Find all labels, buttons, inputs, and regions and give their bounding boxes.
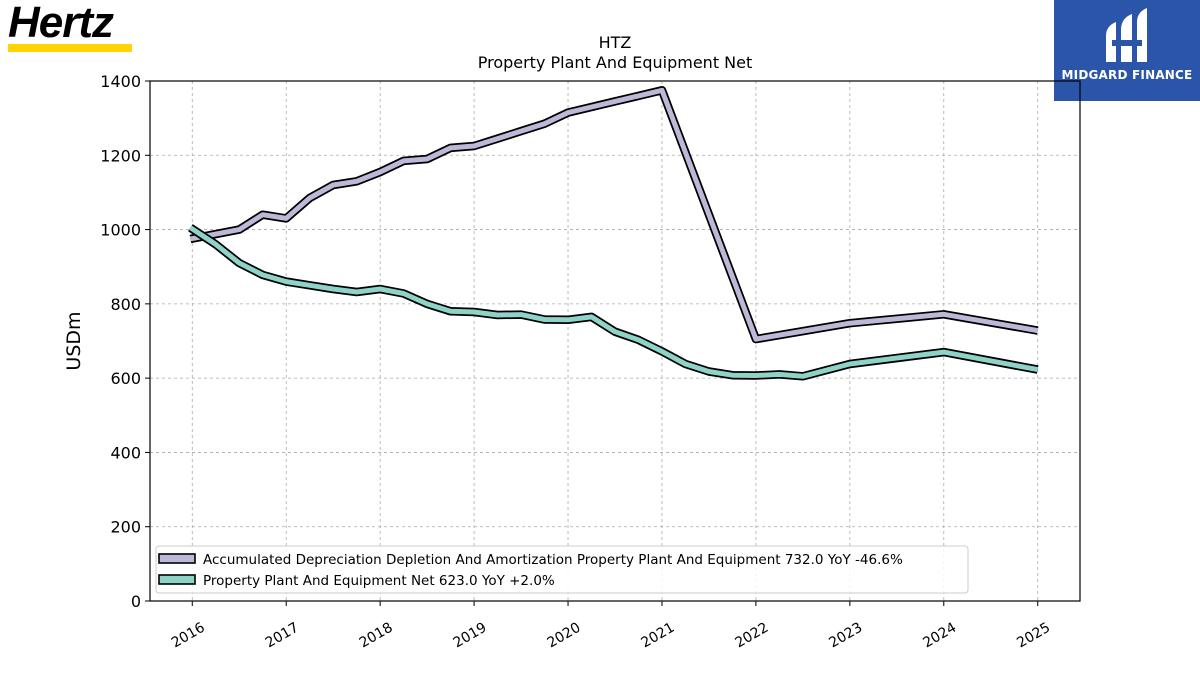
y-axis: 0 200 400 600 800 1000 1200 1400 [100,72,150,611]
y-tick-label: 200 [110,518,141,537]
y-tick-label: 400 [110,443,141,462]
series-line-2 [188,224,1039,381]
y-tick-label: 1400 [100,72,141,91]
legend-box [155,545,969,594]
x-tick-label: 2021 [639,620,678,652]
y-tick-label: 1200 [100,146,141,165]
x-tick-label: 2020 [545,620,584,652]
x-tick-label: 2016 [169,620,208,652]
legend-label: Accumulated Depreciation Depletion And A… [203,552,903,568]
badge-text: MIDGARD FINANCE [1061,68,1193,82]
series-stroke [189,87,1039,342]
legend-label: Property Plant And Equipment Net 623.0 Y… [203,573,555,589]
midgard-emblem-icon [1106,8,1147,62]
y-tick-label: 600 [110,369,141,388]
chart-title: HTZ [599,33,632,52]
y-tick-label: 0 [131,592,141,611]
x-tick-label: 2023 [826,620,865,652]
midgard-finance-badge: MIDGARD FINANCE [1054,0,1200,101]
x-tick-label: 2019 [451,620,490,652]
logo-wordmark: Hertz [8,0,114,47]
x-tick-label: 2022 [732,620,771,652]
series-stroke [189,225,1039,379]
x-tick-label: 2025 [1014,620,1053,652]
x-tick-label: 2017 [263,620,302,652]
y-tick-label: 800 [110,295,141,314]
plot-frame [149,80,1081,602]
logo-underline [8,44,132,52]
legend-swatch [158,574,196,585]
series-layer [188,86,1039,381]
y-tick-label: 1000 [100,221,141,240]
x-tick-label: 2024 [920,620,959,652]
chart-subtitle: Property Plant And Equipment Net [478,53,753,72]
x-axis: 2016 2017 2018 2019 2020 2021 2022 2023 2024 2025 [169,601,1053,651]
grid [150,80,1080,602]
hertz-logo: Hertz [6,0,138,54]
series-line-1 [189,86,1039,344]
y-axis-label: USDm [63,311,85,370]
legend-swatch [158,553,196,564]
x-tick-label: 2018 [357,620,396,652]
legend: Accumulated Depreciation Depletion And A… [155,545,969,594]
series-outline [189,86,1039,344]
